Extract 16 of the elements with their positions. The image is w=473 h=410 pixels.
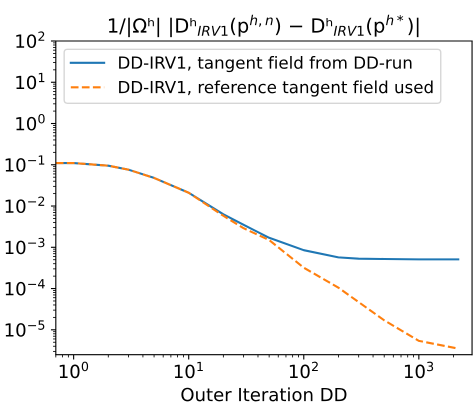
- x-axis-title: Outer Iteration DD: [181, 387, 346, 402]
- chart-title: 1/|Ωʰ| |Dʰ$_{IRV1}$(p$^{h,n}$) − Dʰ$_{IRV1}$(p$^{h*}$)|: [108, 14, 418, 38]
- y-tick-label: 10$^{−5}$: [6, 320, 44, 337]
- y-tick-label: 10$^{1}$: [16, 72, 44, 90]
- y-tick-label: 10$^{−1}$: [6, 155, 44, 172]
- y-tick-label: 10$^{−4}$: [6, 279, 45, 296]
- legend-label: DD-IRV1, reference tangent field used: [119, 80, 433, 97]
- y-tick-label: 10$^{2}$: [16, 31, 44, 48]
- y-tick-label: 10$^{−3}$: [6, 238, 44, 254]
- y-tick-label: 10$^{0}$: [16, 114, 45, 130]
- x-tick-label: 10$^{3}$: [404, 362, 434, 378]
- x-tick-label: 10$^{2}$: [290, 362, 318, 378]
- y-tick-label: 10$^{−2}$: [6, 196, 44, 214]
- x-tick-label: 10$^{0}$: [60, 362, 88, 378]
- x-tick-label: 10$^{1}$: [174, 362, 203, 378]
- legend-label: DD-IRV1, tangent field from DD-run: [119, 56, 412, 72]
